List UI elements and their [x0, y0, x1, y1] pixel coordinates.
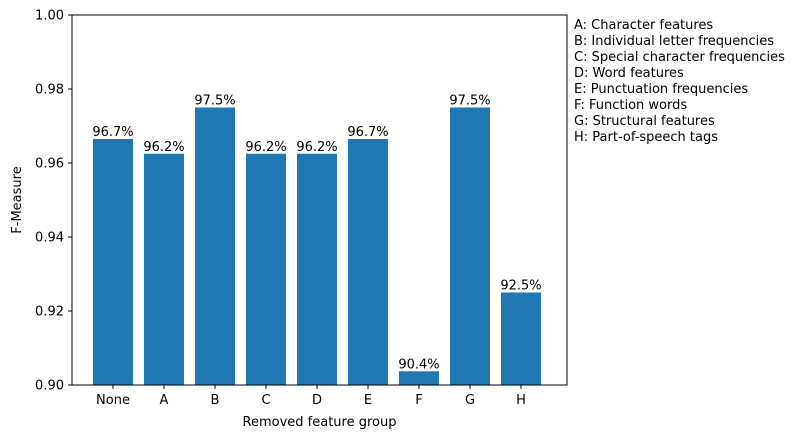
data-label-a: 96.2% [143, 140, 184, 155]
data-label-e: 96.7% [347, 125, 388, 140]
data-label-f: 90.4% [398, 357, 439, 372]
legend-line-e: E: Punctuation frequencies [574, 82, 748, 97]
plot-frame [71, 14, 568, 386]
legend-line-a: A: Character features [574, 18, 713, 33]
bar-c [246, 153, 286, 385]
legend-line-d: D: Word features [574, 66, 684, 81]
legend: A: Character features B: Individual lett… [574, 18, 785, 145]
bar-none [93, 138, 133, 385]
x-tick-label-c: C [261, 393, 270, 408]
y-tick-label: 0.96 [35, 157, 64, 172]
x-tick-label-h: H [516, 393, 526, 408]
x-axis-label: Removed feature group [243, 415, 397, 430]
x-axis: None A B C D E F G H [96, 385, 526, 408]
x-tick-label-a: A [160, 393, 169, 408]
legend-line-b: B: Individual letter frequencies [574, 34, 774, 49]
legend-line-c: C: Special character frequencies [574, 50, 785, 65]
data-label-b: 97.5% [194, 94, 235, 109]
x-tick-label-b: B [211, 393, 220, 408]
y-axis-label: F-Measure [10, 166, 25, 233]
legend-line-f: F: Function words [574, 98, 687, 113]
bar-f [399, 371, 439, 385]
data-label-h: 92.5% [500, 279, 541, 294]
x-tick-label-d: D [312, 393, 322, 408]
bar-a [144, 153, 184, 385]
y-axis: 0.90 0.92 0.94 0.96 0.98 1.00 [35, 9, 72, 394]
bar-g [450, 107, 490, 385]
bar-e [348, 138, 388, 385]
bar-h [501, 292, 541, 385]
data-label-d: 96.2% [296, 140, 337, 155]
bar-d [297, 153, 337, 385]
data-label-c: 96.2% [245, 140, 286, 155]
y-tick-label: 0.92 [35, 305, 64, 320]
y-tick-label: 0.90 [35, 379, 64, 394]
x-tick-label-none: None [96, 393, 130, 408]
data-labels-group: 96.7% 96.2% 97.5% 96.2% 96.2% 96.7% 90.4% 97.5%… [92, 94, 541, 373]
bar-b [195, 107, 235, 385]
data-label-none: 96.7% [92, 125, 133, 140]
x-tick-label-f: F [415, 393, 422, 408]
data-label-g: 97.5% [449, 94, 490, 109]
bars-group [93, 107, 541, 385]
y-tick-label: 1.00 [35, 9, 64, 24]
y-tick-label: 0.98 [35, 83, 64, 98]
x-tick-label-g: G [465, 393, 475, 408]
y-tick-label: 0.94 [35, 231, 64, 246]
legend-line-h: H: Part-of-speech tags [574, 130, 718, 145]
x-tick-label-e: E [364, 393, 372, 408]
legend-line-g: G: Structural features [574, 114, 715, 129]
